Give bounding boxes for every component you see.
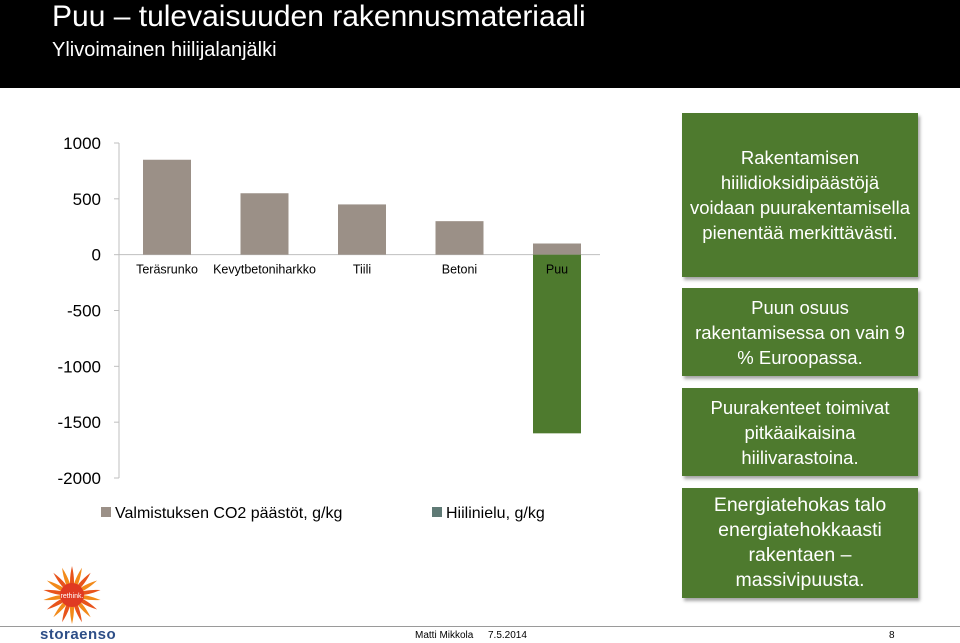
bar-emissions xyxy=(338,204,386,255)
bar-emissions xyxy=(435,221,484,255)
y-tick-label: -500 xyxy=(67,302,101,321)
bar-emissions xyxy=(240,193,289,255)
storaenso-logo-text: storaenso xyxy=(40,626,117,643)
y-tick-label: -2000 xyxy=(58,469,101,488)
callout-carbon-storage: Puurakenteet toimivat pitkäaikaisina hii… xyxy=(682,388,918,476)
slide-subtitle: Ylivoimainen hiilijalanjälki xyxy=(52,39,277,61)
legend-label: Valmistuksen CO2 päästöt, g/kg xyxy=(115,505,342,522)
footer-date: 7.5.2014 xyxy=(488,630,527,641)
rethink-logo-text: rethink. xyxy=(61,593,84,600)
x-category-label: Kevytbetoniharkko xyxy=(213,263,316,277)
callout-emissions: Rakentamisen hiilidioksidipäästöjä voida… xyxy=(682,113,918,277)
x-category-label: Tiili xyxy=(353,263,371,277)
bar-emissions xyxy=(533,243,581,255)
footer-author: Matti Mikkola xyxy=(415,630,474,641)
bar-carbon-sink xyxy=(533,254,581,434)
rethink-logo: rethink. xyxy=(43,566,101,624)
y-tick-label: -1000 xyxy=(58,357,101,376)
y-tick-label: -1500 xyxy=(58,413,101,432)
y-tick-label: 1000 xyxy=(63,134,101,153)
legend-marker xyxy=(432,507,442,517)
x-category-label: Puu xyxy=(546,263,568,277)
footer-divider xyxy=(0,626,960,627)
callout-wood-share: Puun osuus rakentamisessa on vain 9 % Eu… xyxy=(682,288,918,376)
x-category-label: Betoni xyxy=(442,263,477,277)
callout-energy-efficient: Energiatehokas talo energiatehokkaasti r… xyxy=(682,488,918,598)
bar-emissions xyxy=(143,159,191,255)
slide-header: Puu – tulevaisuuden rakennusmateriaali Y… xyxy=(0,0,960,88)
y-tick-label: 0 xyxy=(92,246,101,265)
y-tick-label: 500 xyxy=(73,190,101,209)
x-category-label: Teräsrunko xyxy=(136,263,198,277)
legend-marker xyxy=(101,507,111,517)
bar-chart: 1000 500 0 -500 -1000 -1500 -2000 Teräsrunko Kev… xyxy=(58,134,600,522)
legend-label: Hiilinielu, g/kg xyxy=(446,505,545,522)
footer-page-number: 8 xyxy=(889,630,895,641)
slide-title: Puu – tulevaisuuden rakennusmateriaali xyxy=(52,0,586,33)
